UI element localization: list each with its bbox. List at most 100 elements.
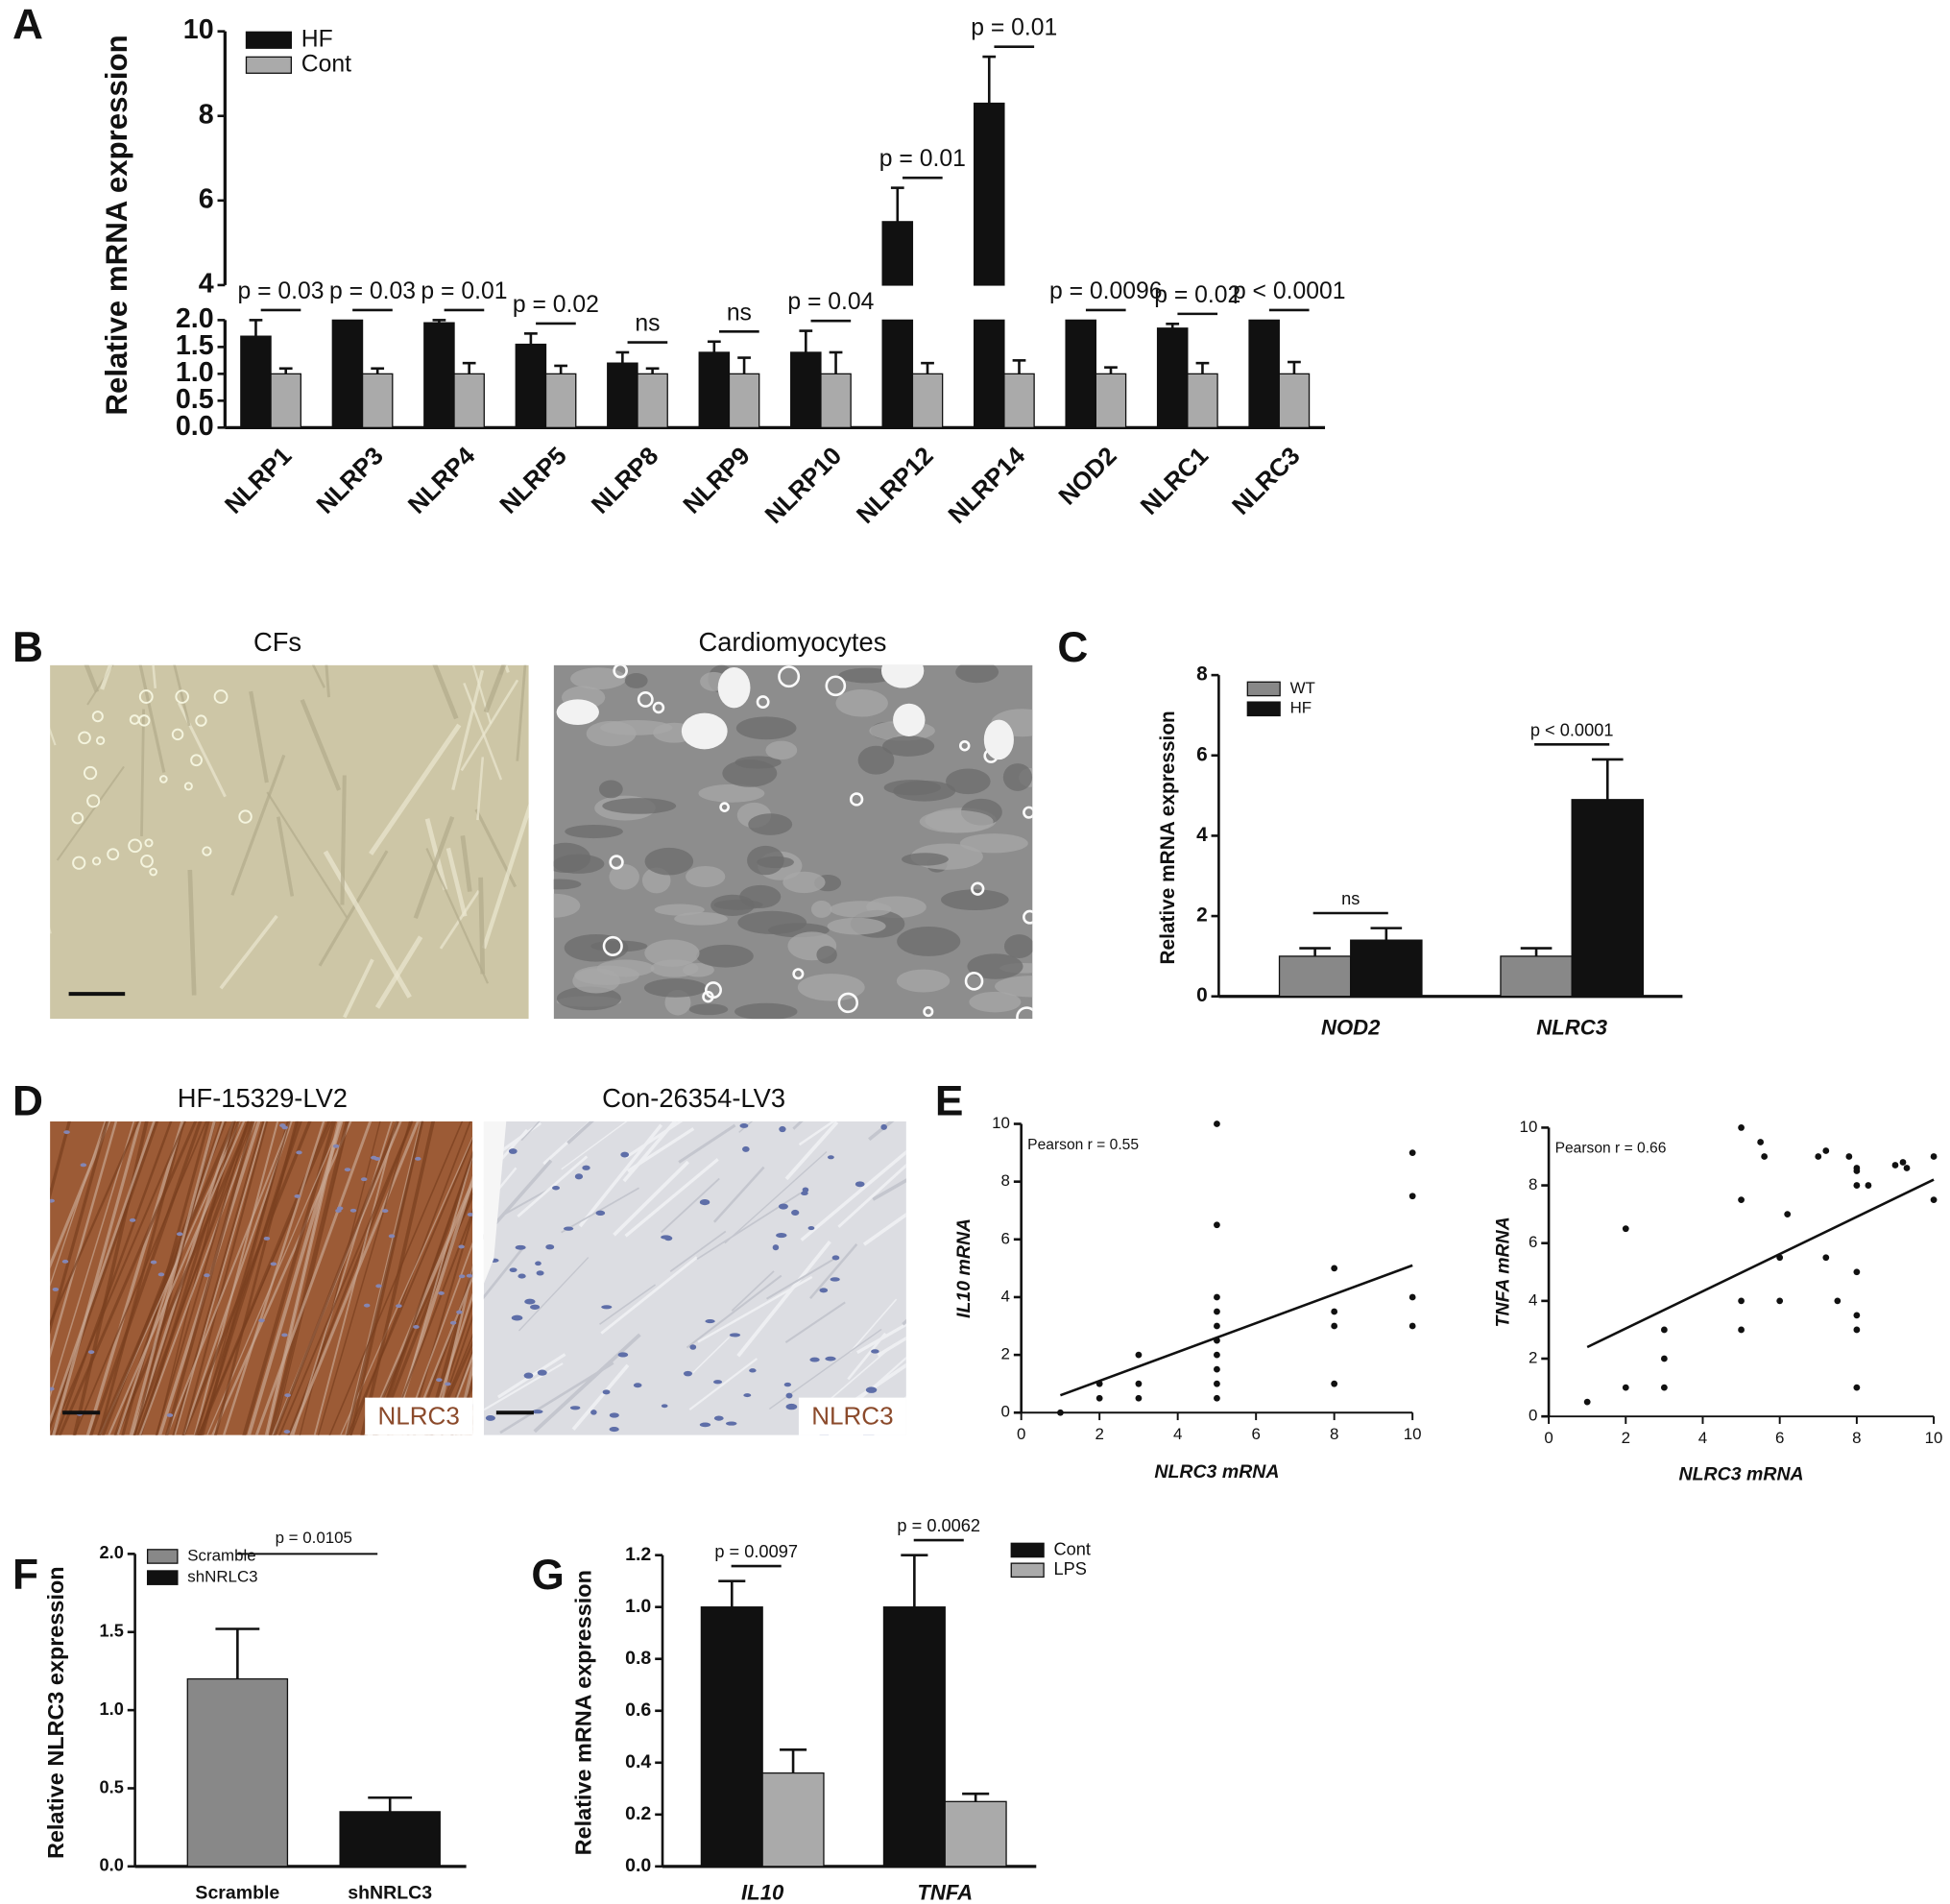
- bright-cell: [825, 675, 847, 697]
- x-axis-label: NLRC3 mRNA: [1679, 1464, 1804, 1485]
- nucleus: [785, 1403, 798, 1410]
- bright-cell: [971, 881, 985, 896]
- nucleus: [263, 1236, 271, 1241]
- nucleus: [563, 1226, 574, 1231]
- fiber: [50, 1121, 187, 1435]
- cell-streak: [425, 848, 490, 984]
- nucleus: [699, 1422, 711, 1428]
- fiber: [862, 1212, 906, 1246]
- bright-area: [681, 712, 728, 750]
- bar: [1003, 373, 1035, 428]
- y-tick-label: 6: [1529, 1233, 1537, 1251]
- fiber: [155, 1121, 250, 1435]
- cell-streak: [318, 850, 389, 967]
- legend-swatch: [1010, 1562, 1045, 1579]
- nucleus: [574, 1173, 584, 1180]
- fiber: [266, 1121, 341, 1435]
- nucleus: [809, 1357, 820, 1362]
- fiber: [520, 1121, 541, 1142]
- fiber: [765, 1258, 834, 1300]
- error-bar: [249, 319, 263, 337]
- cell-body: [83, 765, 98, 781]
- significance-label: p = 0.01: [421, 278, 507, 304]
- cell-body: [175, 689, 189, 704]
- x-tick-label: 2: [1622, 1429, 1630, 1447]
- cell-body: [72, 856, 86, 870]
- fiber: [430, 1339, 473, 1435]
- nucleus: [87, 1350, 95, 1355]
- fiber: [441, 1348, 473, 1435]
- nucleus: [458, 1274, 466, 1279]
- nucleus: [855, 1181, 865, 1188]
- bar: [1571, 799, 1645, 998]
- legend-label: Cont: [301, 51, 351, 77]
- nucleus: [270, 1262, 277, 1266]
- scatter-point: [1738, 1326, 1745, 1334]
- nucleus: [449, 1320, 457, 1325]
- error-bar: [524, 332, 538, 345]
- y-tick-label: 1.5: [100, 1622, 124, 1641]
- fiber: [517, 1155, 589, 1218]
- cell-body: [91, 856, 102, 866]
- scatter-point: [1853, 1326, 1861, 1334]
- significance-label: p = 0.0105: [276, 1529, 352, 1547]
- cell-body: [238, 809, 253, 824]
- fiber: [165, 1121, 292, 1435]
- panel-letter: A: [12, 1, 43, 48]
- y-tick-label: 4: [1001, 1287, 1010, 1305]
- x-axis-label: NLRC3 mRNA: [1154, 1461, 1279, 1482]
- bright-cell: [1016, 1006, 1033, 1020]
- bright-cell: [652, 701, 665, 714]
- error-bar: [371, 367, 385, 374]
- y-tick-label: 8: [1196, 663, 1208, 686]
- cell: [946, 768, 991, 795]
- fiber: [85, 1121, 184, 1435]
- cell: [919, 809, 994, 833]
- y-tick-label: 2: [1196, 904, 1208, 927]
- nucleus: [699, 1198, 710, 1206]
- legend-label: shNRLC3: [187, 1568, 257, 1586]
- nucleus: [807, 1225, 815, 1231]
- y-axis-label: Relative mRNA expression: [100, 35, 133, 415]
- significance-label: p = 0.0096: [1049, 278, 1163, 304]
- legend-swatch: [146, 1549, 179, 1564]
- cell: [739, 884, 782, 908]
- scatter-point: [1135, 1351, 1143, 1359]
- fiber: [712, 1166, 765, 1223]
- bright-area: [880, 664, 925, 688]
- scatter-point: [1738, 1124, 1745, 1131]
- nucleus: [508, 1148, 518, 1154]
- fiber: [50, 1121, 109, 1335]
- bright-area: [893, 703, 926, 736]
- x-tick-label: 6: [1775, 1429, 1784, 1447]
- nucleus: [283, 1430, 291, 1434]
- bar: [1187, 373, 1218, 428]
- stain-label-box: [798, 1397, 906, 1435]
- cell: [882, 735, 935, 757]
- cell: [737, 910, 807, 934]
- nucleus: [467, 1212, 473, 1217]
- cell-body: [140, 854, 154, 868]
- error-bar: [799, 329, 813, 352]
- x-tick-label: NLRC3: [1536, 1015, 1607, 1039]
- nucleus: [63, 1130, 70, 1135]
- cell: [598, 780, 623, 799]
- fiber: [624, 1158, 719, 1238]
- error-bar: [829, 350, 843, 374]
- bright-cell: [613, 664, 628, 679]
- y-tick-label: 0: [1001, 1403, 1010, 1421]
- fiber: [678, 1123, 736, 1164]
- nucleus: [742, 1145, 750, 1152]
- bar: [698, 351, 731, 428]
- image-title: HF-15329-LV2: [178, 1083, 348, 1113]
- fiber: [800, 1149, 906, 1241]
- error-bar: [278, 367, 293, 374]
- legend-label: HF: [301, 26, 333, 52]
- fiber: [373, 1150, 473, 1435]
- cell-body: [86, 794, 101, 808]
- cell: [782, 871, 826, 894]
- nucleus: [729, 1333, 741, 1338]
- nucleus: [536, 1270, 544, 1276]
- nucleus: [830, 1277, 840, 1282]
- fiber: [430, 1334, 473, 1435]
